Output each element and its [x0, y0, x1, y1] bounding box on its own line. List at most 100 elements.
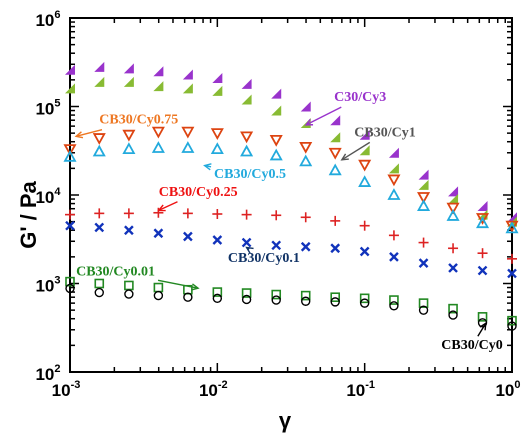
data-point-series-6: [124, 280, 134, 291]
annotation-arrow: [340, 141, 371, 161]
data-point-series-0: [241, 78, 252, 89]
x-tick-label: 10-2: [199, 379, 228, 400]
data-point-series-7: [359, 298, 370, 308]
data-point-series-6: [153, 282, 164, 293]
data-point-series-2: [151, 126, 165, 139]
data-point-series-2: [387, 174, 401, 187]
data-point-series-0: [271, 88, 282, 99]
data-point-series-5: [65, 220, 75, 231]
data-point-series-4: [507, 253, 517, 264]
data-point-series-1: [300, 118, 311, 129]
annotation-label: CB30/Cy0.25: [159, 185, 238, 200]
data-point-series-7: [271, 295, 281, 305]
annotation-label: CB30/Cy0.5: [214, 167, 286, 182]
data-point-series-0: [94, 61, 105, 72]
data-point-series-2: [299, 141, 313, 154]
data-point-series-2: [240, 131, 254, 144]
data-point-series-7: [65, 283, 75, 294]
data-point-series-7: [389, 301, 399, 311]
data-point-series-3: [328, 163, 342, 176]
data-point-series-0: [300, 101, 311, 112]
data-point-series-4: [153, 207, 164, 218]
annotation-arrow: [245, 246, 254, 254]
data-point-series-6: [212, 287, 223, 297]
data-point-series-1: [65, 83, 75, 94]
annotation-arrow: [157, 201, 178, 212]
data-point-series-6: [65, 276, 75, 287]
data-point-series-3: [63, 149, 77, 162]
data-point-series-4: [182, 208, 193, 219]
data-point-series-7: [153, 290, 164, 301]
data-point-series-4: [65, 209, 75, 220]
data-point-series-6: [477, 312, 488, 322]
data-point-series-6: [507, 315, 517, 326]
data-point-series-4: [123, 208, 134, 219]
data-point-series-0: [212, 72, 223, 83]
data-point-series-2: [476, 213, 490, 225]
annotation-arrow: [157, 279, 200, 291]
annotation-label: C30/Cy3: [334, 90, 386, 105]
annotation-arrow: [477, 321, 487, 337]
data-point-series-7: [507, 321, 517, 331]
data-point-series-2: [122, 129, 136, 142]
y-tick-label: 102: [35, 363, 60, 384]
plot-area: [69, 17, 513, 373]
data-marks: [63, 61, 519, 331]
data-point-series-5: [124, 225, 134, 236]
data-point-series-0: [153, 66, 164, 77]
data-point-series-1: [271, 105, 282, 116]
data-point-series-0: [448, 186, 459, 197]
data-point-series-5: [477, 265, 488, 276]
data-point-series-7: [301, 296, 311, 306]
data-point-series-6: [359, 293, 370, 304]
y-tick-label: 106: [35, 9, 60, 30]
data-point-series-5: [212, 235, 223, 245]
data-point-series-3: [476, 216, 490, 229]
y-tick-label: 105: [35, 98, 60, 119]
data-point-series-0: [388, 147, 399, 158]
x-tick-label: 100: [495, 379, 520, 400]
data-point-series-5: [271, 240, 282, 251]
data-point-series-5: [241, 237, 252, 248]
data-point-series-3: [181, 141, 195, 153]
data-point-series-4: [271, 210, 282, 221]
data-point-series-3: [505, 221, 519, 234]
data-point-series-6: [300, 290, 311, 301]
x-axis-label: γ: [279, 408, 292, 433]
data-point-series-5: [389, 252, 399, 262]
data-point-series-7: [183, 292, 193, 302]
data-point-series-6: [94, 278, 105, 289]
annotations: C30/Cy3 CB30/Cy1 CB30/Cy0.75 CB30/Cy0.5 CB30…: [74, 90, 503, 353]
data-point-series-1: [182, 83, 193, 94]
data-point-series-7: [448, 310, 458, 320]
data-point-series-6: [448, 303, 458, 314]
data-point-series-3: [122, 142, 136, 155]
data-point-series-7: [94, 287, 104, 298]
data-point-series-6: [241, 288, 252, 298]
data-point-series-3: [446, 209, 460, 221]
data-point-series-4: [94, 208, 105, 219]
annotation-arrow: [74, 128, 103, 139]
data-point-series-2: [92, 133, 106, 145]
x-tick-label: 10-1: [346, 379, 375, 400]
plot-frame: [69, 17, 513, 373]
data-point-series-2: [417, 192, 431, 204]
data-point-series-7: [212, 293, 223, 304]
data-point-series-4: [477, 248, 488, 259]
data-point-series-6: [271, 289, 282, 300]
annotation-label: CB30/Cy0.01: [76, 265, 155, 280]
data-point-series-6: [389, 295, 399, 305]
data-point-series-1: [330, 132, 341, 143]
annotation-arrow: [304, 106, 342, 126]
data-point-series-1: [418, 179, 429, 190]
data-point-series-0: [65, 64, 75, 75]
data-point-series-3: [92, 144, 106, 157]
data-point-series-7: [124, 289, 134, 299]
data-point-series-2: [269, 134, 283, 147]
data-point-series-2: [358, 159, 372, 172]
annotation-label: CB30/Cy0: [441, 338, 502, 353]
data-point-series-2: [210, 128, 224, 140]
data-point-series-1: [153, 81, 164, 92]
annotation-label: CB30/Cy0.1: [228, 251, 300, 266]
